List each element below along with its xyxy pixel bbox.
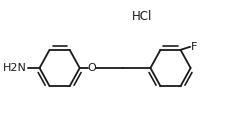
Text: O: O <box>88 63 97 73</box>
Text: HCl: HCl <box>132 10 152 23</box>
Text: F: F <box>191 42 198 52</box>
Text: H2N: H2N <box>3 63 27 73</box>
